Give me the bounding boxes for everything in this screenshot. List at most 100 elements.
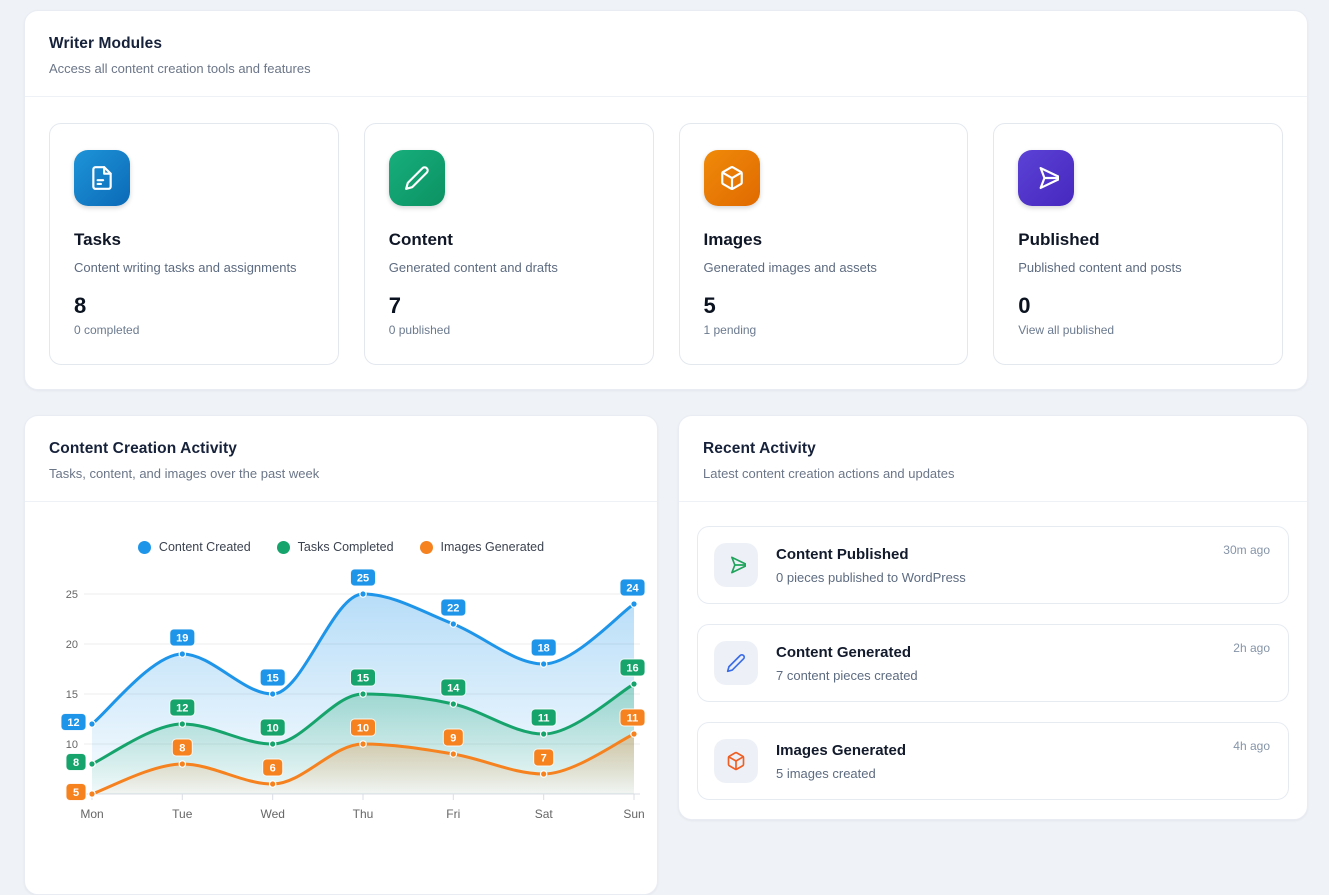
pencil-icon [714,641,758,685]
activity-title: Images Generated [776,741,907,759]
svg-text:25: 25 [357,573,369,585]
svg-text:20: 20 [66,639,78,651]
module-title: Published [1018,230,1100,249]
content-creation-activity-panel: Content Creation Activity Tasks, content… [24,415,658,895]
svg-text:6: 6 [270,763,276,775]
module-card-published[interactable]: Published Published content and posts 0 … [993,123,1283,365]
legend-label: Tasks Completed [297,540,394,554]
activity-list: Content Published 0 pieces published to … [679,502,1307,819]
svg-text:7: 7 [541,753,547,765]
svg-text:Sat: Sat [535,807,554,821]
svg-text:18: 18 [538,643,550,655]
send-icon [1018,150,1075,206]
activity-item-content-generated: Content Generated 7 content pieces creat… [697,624,1289,702]
legend-label: Content Created [158,540,251,554]
panel-title: Content Creation Activity [49,440,237,457]
module-description: Generated content and drafts [388,260,558,275]
module-count: 5 [703,293,716,318]
recent-activity-header: Recent Activity Latest content creation … [679,416,1307,502]
file-icon [74,150,130,206]
svg-text:8: 8 [73,757,79,769]
legend-dot [276,540,290,554]
legend-item[interactable]: Content Created [137,540,251,554]
svg-text:10: 10 [357,723,369,735]
module-description: Content writing tasks and assignments [74,260,297,275]
svg-text:25: 25 [66,589,78,601]
svg-text:10: 10 [267,723,279,735]
panel-subtitle: Latest content creation actions and upda… [703,466,955,481]
svg-text:22: 22 [447,603,459,615]
module-count: 8 [74,293,87,318]
chart-legend: Content Created Tasks Completed Images Gen… [35,540,647,554]
pencil-icon [388,150,445,206]
module-sub-label: 1 pending [703,323,757,337]
svg-text:Sun: Sun [623,807,644,821]
module-count: 7 [388,293,401,318]
module-title: Tasks [74,230,121,249]
activity-item-content-published: Content Published 0 pieces published to … [697,526,1289,604]
svg-text:Fri: Fri [446,807,460,821]
activity-description: 5 images created [776,765,876,781]
module-title: Content [388,230,453,249]
svg-text:Thu: Thu [353,807,374,821]
activity-title: Content Published [776,545,909,563]
svg-text:15: 15 [66,689,78,701]
svg-text:10: 10 [66,739,78,751]
svg-text:14: 14 [447,683,460,695]
panel-title: Recent Activity [703,440,816,457]
svg-text:12: 12 [67,717,79,729]
writer-modules-header: Writer Modules Access all content creati… [25,11,1307,97]
module-card-content[interactable]: Content Generated content and drafts 7 0… [363,123,654,365]
activity-description: 7 content pieces created [776,667,918,683]
module-card-tasks[interactable]: Tasks Content writing tasks and assignme… [49,123,339,365]
writer-modules-panel: Writer Modules Access all content creati… [24,10,1308,390]
module-card-images[interactable]: Images Generated images and assets 5 1 p… [678,123,969,365]
svg-text:15: 15 [267,673,279,685]
module-title: Images [703,230,763,249]
svg-text:19: 19 [176,633,188,645]
activity-timestamp: 30m ago [1223,543,1270,557]
panel-title: Writer Modules [49,35,163,52]
module-description: Published content and posts [1018,260,1182,275]
svg-text:15: 15 [357,673,369,685]
activity-timestamp: 4h ago [1233,739,1270,753]
activity-text: Content Generated 7 content pieces creat… [776,644,918,683]
activity-line-chart: 510152025MonTueWedThuFriSatSun 12 19 15 … [60,568,646,821]
send-icon [714,543,758,587]
svg-text:12: 12 [176,703,188,715]
svg-text:9: 9 [450,733,456,745]
panel-subtitle: Tasks, content, and images over the past… [49,466,320,481]
module-count: 0 [1018,293,1031,318]
recent-activity-panel: Recent Activity Latest content creation … [678,415,1308,820]
activity-text: Images Generated 5 images created [776,742,906,781]
chart-panel-header: Content Creation Activity Tasks, content… [25,416,657,502]
module-sub-label: View all published [1018,323,1115,337]
module-description: Generated images and assets [703,260,877,275]
panel-subtitle: Access all content creation tools and fe… [49,61,311,76]
svg-text:Wed: Wed [260,807,284,821]
svg-text:Mon: Mon [80,807,103,821]
svg-text:11: 11 [538,713,550,725]
activity-timestamp: 2h ago [1233,641,1270,655]
module-sub-label: 0 published [388,323,451,337]
svg-text:8: 8 [179,743,185,755]
cube-icon [714,739,758,783]
chart-body: Content Created Tasks Completed Images Gen… [25,502,657,846]
svg-text:5: 5 [73,787,79,799]
activity-text: Content Published 0 pieces published to … [776,546,966,585]
cube-icon [703,150,760,206]
module-cards-row: Tasks Content writing tasks and assignme… [25,97,1307,389]
svg-text:11: 11 [627,713,639,725]
activity-title: Content Generated [776,643,912,661]
activity-description: 0 pieces published to WordPress [776,569,966,585]
svg-text:24: 24 [626,583,639,595]
legend-label: Images Generated [440,540,545,554]
activity-item-images-generated: Images Generated 5 images created 4h ago [697,722,1289,800]
legend-dot [137,540,151,554]
legend-item[interactable]: Tasks Completed [276,540,394,554]
svg-text:16: 16 [626,663,638,675]
legend-item[interactable]: Images Generated [419,540,545,554]
legend-dot [419,540,433,554]
svg-text:Tue: Tue [172,807,193,821]
module-sub-label: 0 completed [74,323,140,337]
